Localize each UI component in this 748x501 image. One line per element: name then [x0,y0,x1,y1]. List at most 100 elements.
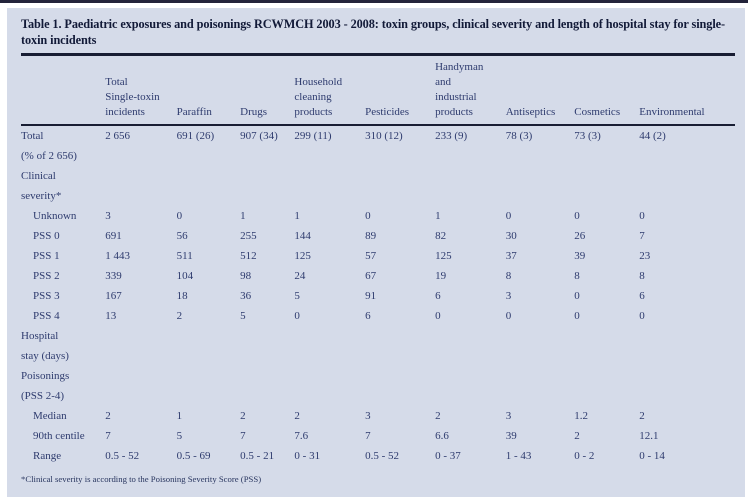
table-cell: 8 [505,270,512,282]
column-header: Total Single-toxin incidents [105,56,177,126]
row-label: Hospital stay (days) Poisonings (PSS 2-4) [21,326,105,406]
table-cell: 82 [435,230,447,242]
table-row: PSS 0 691 56 255 144 89 82 30 26 7 [21,226,735,246]
table-cell: 7 [639,230,645,242]
column-header-line: industrial [435,91,477,103]
table-cell [105,326,176,406]
table-cell: 98 [240,270,252,282]
row-label-line: severity* [21,190,62,202]
table-cell: 299 (11) [294,130,332,142]
column-header: Pesticides [365,56,436,126]
table-row: PSS 2 339 104 98 24 67 19 8 8 8 [21,266,735,286]
table-cell: 5 [176,430,183,442]
table-cell: 2 [176,310,183,322]
table-cell: 7 [365,430,371,442]
table-cell: 12.1 [639,430,659,442]
table-cell: 3 [505,290,512,302]
table-cell: 91 [365,290,377,302]
table-cell: 8 [639,270,645,282]
row-label: Clinical severity* [21,166,105,206]
table-cell: 0 [505,210,512,222]
table-cell: 6 [365,310,371,322]
row-label-line: (PSS 2-4) [21,390,65,402]
row-label-line: 90th centile [33,430,85,442]
column-header-line: cleaning [294,91,332,103]
table-footnote: *Clinical severity is according to the P… [21,474,262,484]
table-cell: 1 [240,210,246,222]
row-label-line: (% of 2 656) [21,150,77,162]
table-cell: 339 [105,270,122,282]
row-label: PSS 1 [21,246,105,266]
column-header: Paraffin [176,56,241,126]
table-cell: 125 [435,250,452,262]
table-cell: 691 [105,230,122,242]
table-cell: 7 [105,430,111,442]
table-cell: 36 [240,290,252,302]
table-cell: 167 [105,290,122,302]
column-header-line: Environmental [639,106,705,118]
table-row: Total (% of 2 656) 2 656 691 (26) 907 (34) 29… [21,125,735,166]
table-row: Hospital stay (days) Poisonings (PSS 2-4) [21,326,735,406]
table-cell: 0 [435,310,441,322]
row-label-line: PSS 2 [33,270,60,282]
table-cell [574,326,639,406]
table-cell: 26 [574,230,586,242]
header-row: Total Single-toxin incidents Paraffin Drugs H… [21,56,735,126]
row-label-line: Hospital [21,330,59,342]
table-cell: 8 [574,270,580,282]
table-cell: 0 [176,210,183,222]
table-title: Table 1. Paediatric exposures and poison… [21,17,725,47]
table-cell: 19 [435,270,447,282]
column-header: Environmental [639,56,735,126]
table-cell: 512 [240,250,257,262]
table-cell: 0 - 31 [294,450,321,462]
table-cell [639,166,735,206]
table-panel: Table 1. Paediatric exposures and poison… [7,8,745,497]
row-label-line: PSS 1 [33,250,60,262]
table-cell: 3 [505,410,512,422]
row-label: Median [21,406,105,426]
table-cell: 1 [294,210,300,222]
table-cell: 0 [639,310,645,322]
table-cell [240,326,294,406]
table-cell [574,166,639,206]
column-header-line: products [294,106,333,118]
table-cell: 39 [505,430,517,442]
row-label-line: Unknown [33,210,77,222]
table-row: PSS 4 13 2 5 0 6 0 0 0 0 [21,306,735,326]
page-top-rule [0,0,748,3]
table-cell: 0 [574,210,580,222]
table-cell: 7.6 [294,430,309,442]
column-header-line: Pesticides [365,106,410,118]
column-header: Drugs [240,56,295,126]
column-header-line: Cosmetics [574,106,621,118]
table-cell: 0 [639,210,645,222]
table-cell: 255 [240,230,257,242]
row-label-line: Median [33,410,67,422]
table-cell: 125 [294,250,311,262]
table-cell: 144 [294,230,311,242]
table-cell [365,166,435,206]
table-cell: 0 [294,310,300,322]
table-cell [240,166,294,206]
column-header-line: Drugs [240,106,268,118]
table-cell: 0.5 - 21 [240,450,275,462]
table-cell: 89 [365,230,377,242]
table-cell: 23 [639,250,651,262]
column-header: Antiseptics [505,56,575,126]
table-cell [435,166,506,206]
table-cell: 1.2 [574,410,589,422]
table-cell: 0.5 - 52 [105,450,140,462]
table-cell: 2 [639,410,645,422]
table-cell: 24 [294,270,306,282]
table-cell: 3 [365,410,371,422]
table-cell: 511 [176,250,193,262]
table-cell: 1 - 43 [505,450,532,462]
title-divider-rule [21,53,735,56]
table-cell: 907 (34) [240,130,278,142]
row-label: PSS 0 [21,226,105,246]
table-row: Clinical severity* [21,166,735,206]
table-cell: 5 [240,310,246,322]
row-label: Total (% of 2 656) [21,125,105,166]
table-cell: 13 [105,310,117,322]
